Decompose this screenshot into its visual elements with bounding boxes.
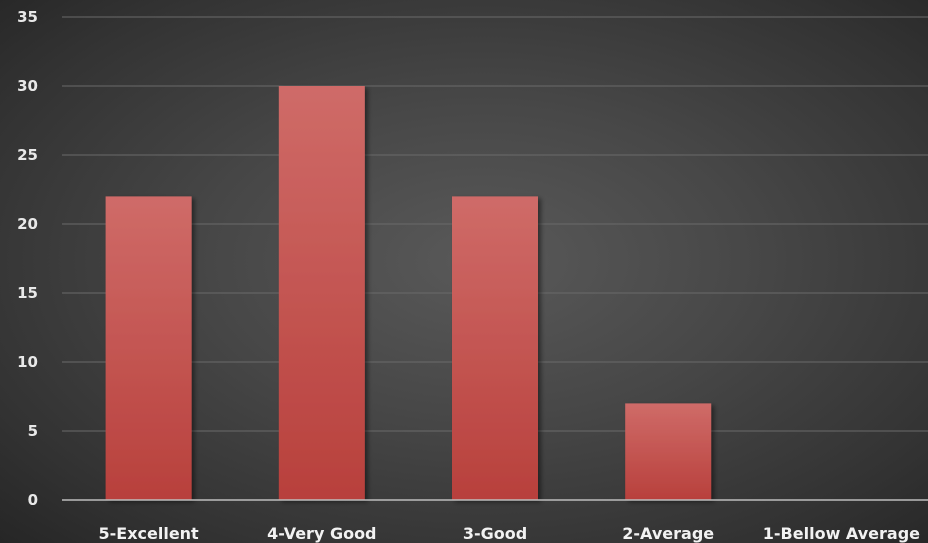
y-tick-label: 10 (17, 353, 38, 371)
x-category-label: 3-Good (463, 524, 527, 543)
bar-2-average (625, 403, 712, 500)
y-tick-label: 35 (17, 8, 38, 26)
y-tick-label: 30 (17, 77, 38, 95)
bar-4-very-good (278, 86, 365, 500)
y-tick-label: 20 (17, 215, 38, 233)
bar-3-good (452, 196, 538, 500)
x-category-label: 4-Very Good (267, 524, 376, 543)
y-axis-tick-labels: 0 5 10 15 20 25 30 35 (17, 8, 38, 509)
y-tick-label: 25 (17, 146, 38, 164)
y-tick-label: 15 (17, 284, 38, 302)
y-tick-label: 0 (28, 491, 38, 509)
y-tick-label: 5 (28, 422, 38, 440)
bars (105, 86, 712, 500)
x-category-label: 1-Bellow Average (763, 524, 920, 543)
bar-5-excellent (105, 196, 192, 500)
x-category-label: 2-Average (622, 524, 714, 543)
x-category-label: 5-Excellent (98, 524, 199, 543)
x-axis-category-labels: 5-Excellent 4-Very Good 3-Good 2-Average 1-B… (98, 524, 920, 543)
